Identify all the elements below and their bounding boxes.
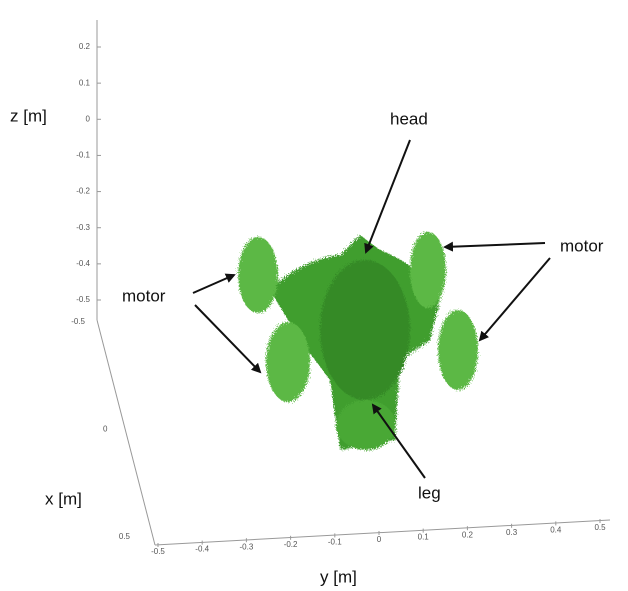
annotation: leg	[418, 483, 441, 502]
y-axis-label: y [m]	[320, 567, 357, 586]
point-cloud	[238, 232, 478, 450]
y-tick-label: -0.2	[284, 540, 298, 549]
y-tick-label: 0.3	[506, 528, 518, 537]
y-tick-label: 0.5	[594, 523, 606, 532]
y-tick-label: 0.4	[550, 526, 562, 535]
z-tick-label: -0.2	[76, 187, 90, 196]
x-tick-label: -0.5	[71, 317, 85, 326]
axes-frame	[96, 20, 611, 546]
x-tick-label: 0	[103, 425, 108, 434]
z-tick-label: -0.1	[76, 151, 90, 160]
y-tick-label: 0.1	[418, 533, 430, 542]
z-tick-label: 0	[86, 114, 91, 123]
z-tick-label: 0.1	[79, 78, 91, 87]
y-tick-label: 0	[377, 535, 382, 544]
x-tick-label: 0.5	[119, 532, 131, 541]
z-tick-label: -0.5	[76, 295, 90, 304]
annotation: head	[390, 109, 428, 128]
z-axis-label: z [m]	[10, 106, 47, 125]
y-tick-label: 0.2	[462, 530, 474, 539]
ticks: 0.2 0.1 0 -0.1 -0.2 -0.3 -0.4 -0.5 -0.5 0 0.5 -0.5 -…	[71, 42, 606, 556]
y-tick-label: -0.5	[151, 547, 165, 556]
annotation: motor	[122, 286, 166, 305]
y-tick-label: -0.3	[240, 542, 254, 551]
x-axis-label: x [m]	[45, 489, 82, 508]
z-tick-label: 0.2	[79, 42, 91, 51]
z-tick-label: -0.4	[76, 259, 90, 268]
z-tick-label: -0.3	[76, 223, 90, 232]
y-tick-label: -0.1	[328, 538, 342, 547]
y-tick-label: -0.4	[195, 545, 209, 554]
annotation-arrows	[192, 139, 551, 479]
annotation: motor	[560, 236, 604, 255]
